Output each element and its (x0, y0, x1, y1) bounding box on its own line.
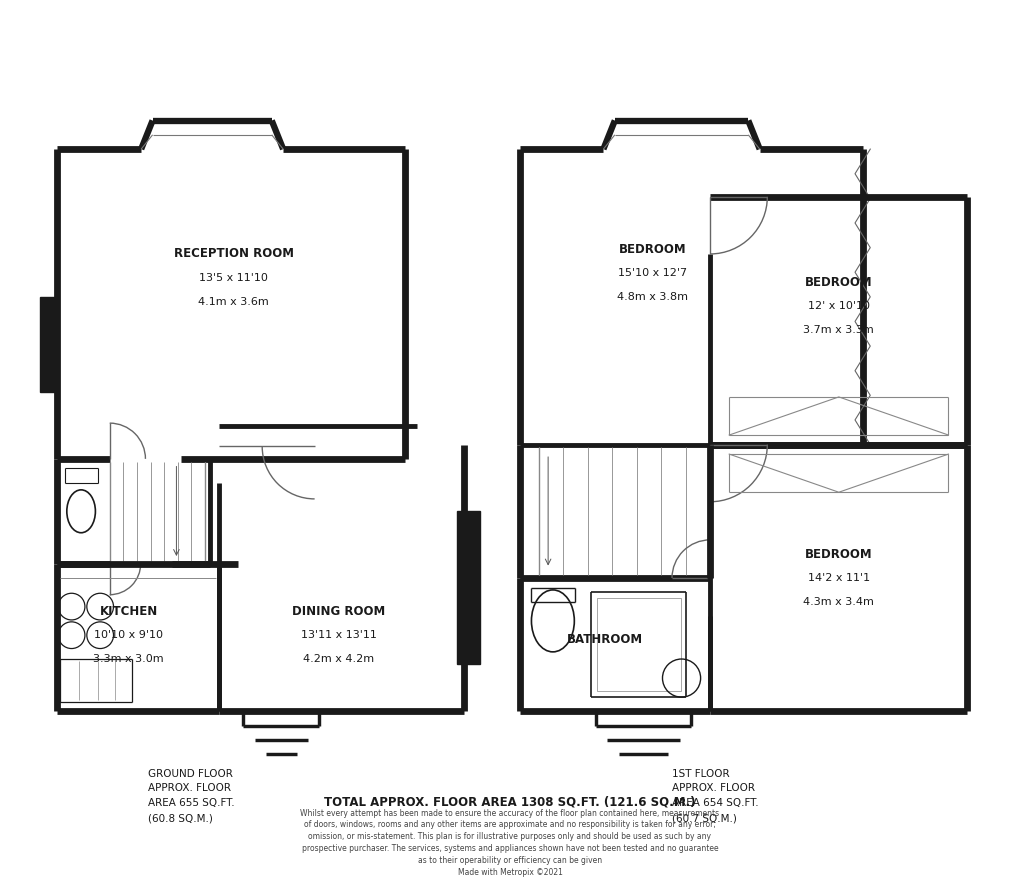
Bar (65, 468, 98, 482)
Text: 13'11 x 13'11: 13'11 x 13'11 (301, 630, 376, 640)
Text: 3.3m x 3.0m: 3.3m x 3.0m (94, 654, 164, 664)
Text: GROUND FLOOR
APPROX. FLOOR
AREA 655 SQ.FT.
(60.8 SQ.M.): GROUND FLOOR APPROX. FLOOR AREA 655 SQ.F… (148, 769, 234, 823)
Text: 4.2m x 4.2m: 4.2m x 4.2m (303, 654, 374, 664)
Text: DINING ROOM: DINING ROOM (291, 604, 385, 618)
Text: TOTAL APPROX. FLOOR AREA 1308 SQ.FT. (121.6 SQ.M.): TOTAL APPROX. FLOOR AREA 1308 SQ.FT. (12… (324, 796, 695, 808)
Text: 3.7m x 3.3m: 3.7m x 3.3m (803, 325, 873, 335)
Bar (60, 659, 131, 702)
Text: 13'5 x 11'10: 13'5 x 11'10 (199, 273, 268, 283)
Text: 14'2 x 11'1: 14'2 x 11'1 (807, 573, 869, 583)
Text: 4.3m x 3.4m: 4.3m x 3.4m (803, 596, 873, 607)
Text: 12' x 10'10: 12' x 10'10 (807, 302, 869, 312)
Text: Whilst every attempt has been made to ensure the accuracy of the floor plan cont: Whilst every attempt has been made to en… (301, 809, 718, 877)
Text: BATHROOM: BATHROOM (567, 634, 643, 646)
Text: 10'10 x 9'10: 10'10 x 9'10 (94, 630, 163, 640)
Text: RECEPTION ROOM: RECEPTION ROOM (173, 248, 293, 260)
Text: 4.8m x 3.8m: 4.8m x 3.8m (616, 292, 688, 302)
Text: BEDROOM: BEDROOM (619, 242, 686, 256)
Text: 4.1m x 3.6m: 4.1m x 3.6m (198, 296, 269, 306)
Text: KITCHEN: KITCHEN (100, 604, 158, 618)
Bar (596, 598, 680, 691)
Text: 15'10 x 12'7: 15'10 x 12'7 (618, 268, 687, 278)
Text: BEDROOM: BEDROOM (804, 276, 872, 289)
Bar (457, 512, 480, 664)
Text: 1ST FLOOR
APPROX. FLOOR
AREA 654 SQ.FT.
(60.7 SQ.M.): 1ST FLOOR APPROX. FLOOR AREA 654 SQ.FT. … (672, 769, 758, 823)
Bar (40, 296, 57, 392)
Text: BEDROOM: BEDROOM (804, 548, 872, 561)
